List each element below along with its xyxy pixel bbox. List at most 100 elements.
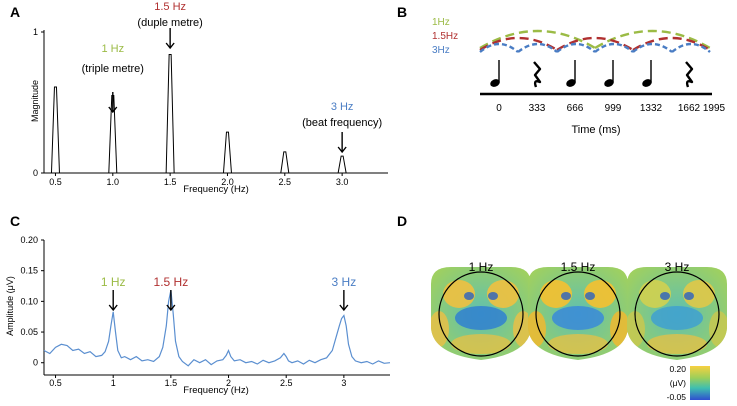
panel-c-annot-arrow <box>166 290 176 312</box>
panel-label-b: B <box>397 4 407 20</box>
topomap-coldspot <box>561 292 571 300</box>
arc-3hz <box>556 42 596 53</box>
panel-c-x-tick-label: 1.5 <box>165 378 178 388</box>
panel-a-annot-freq: 3 Hz <box>331 101 354 113</box>
panel-c-y-tick-label: 0.15 <box>20 266 38 276</box>
panel-d-topomaps: 1 Hz 1.5 Hz 3 Hz 0.20 (μV) -0.05 <box>431 260 727 402</box>
time-tick-label: 333 <box>529 103 546 114</box>
topomap-hotspot <box>540 280 572 308</box>
panel-c-xlabel: Frequency (Hz) <box>183 385 248 396</box>
panel-c-annot-label: 1.5 Hz <box>154 275 189 289</box>
topomap-coldspot <box>455 306 507 330</box>
topomap-fill <box>431 267 531 360</box>
topomap-coldspot <box>585 292 595 300</box>
arc-1-5hz <box>556 36 634 52</box>
panel-c-annot-label: 3 Hz <box>332 275 357 289</box>
panel-c-y-tick-label: 0.05 <box>20 327 38 337</box>
panel-b-legend-item: 1Hz <box>432 17 450 28</box>
panel-a-peak <box>280 151 290 174</box>
colorbar-max: 0.20 <box>669 364 686 374</box>
panel-a-ylabel: Magnitude <box>30 80 40 122</box>
colorbar <box>690 366 710 400</box>
panel-c-y-tick-label: 0.10 <box>20 296 38 306</box>
arc-1-5hz <box>479 36 558 52</box>
panel-a-annot-arrow <box>337 132 347 154</box>
quarter-note-icon <box>604 60 614 87</box>
panel-a-x-tick-label: 1.0 <box>107 177 120 187</box>
panel-c-x-tick-label: 0.5 <box>49 378 62 388</box>
panel-c-annot-arrow <box>108 290 118 312</box>
panel-a-annot-arrow <box>108 92 118 114</box>
topomap-title: 1.5 Hz <box>561 260 596 274</box>
time-tick-label: 1332 <box>640 103 663 114</box>
topomap-hotspot <box>683 280 715 308</box>
arc-3hz <box>632 42 673 53</box>
quarter-note-icon <box>490 60 500 87</box>
amplitude-series-line <box>43 290 391 367</box>
head-outline <box>634 271 720 357</box>
panel-a-annot-desc: (beat frequency) <box>302 117 382 129</box>
panel-a-peak <box>165 54 175 174</box>
panel-a-annot-freq: 1 Hz <box>101 43 124 55</box>
panel-c-annot-label: 1 Hz <box>101 275 126 289</box>
panel-c-y-tick-label: 0 <box>33 358 38 368</box>
topomap: 1.5 Hz <box>528 260 628 360</box>
panel-c-y-tick-label: 0.20 <box>20 235 38 245</box>
arc-3hz <box>479 42 519 53</box>
topomap-hotspot <box>647 334 707 354</box>
panel-c-annot-arrow-head <box>339 304 349 312</box>
panel-c-x-tick-label: 2 <box>226 378 231 388</box>
topomap-hotspot <box>709 311 727 347</box>
panel-a-chart: Magnitude Frequency (Hz) 0.5 1.0 1.5 2.0 2.5… <box>30 1 388 195</box>
topomap-hotspot <box>487 280 519 308</box>
topomap-coldspot <box>464 292 474 300</box>
panel-c-annot-arrow-head <box>166 304 176 312</box>
panel-b-legend-item: 3Hz <box>432 45 450 56</box>
note-head <box>566 79 576 87</box>
topomap-title: 1 Hz <box>469 260 494 274</box>
topomap-coldspot <box>660 292 670 300</box>
topomap-hotspot <box>451 334 511 354</box>
topomap-hotspot <box>584 280 616 308</box>
topomap: 3 Hz <box>627 260 727 360</box>
topomap-coldspot <box>552 306 604 330</box>
panel-a-x-tick-label: 3.0 <box>336 177 349 187</box>
quarter-note-icon <box>566 60 576 87</box>
topomap-fill <box>627 267 727 360</box>
topomap-hotspot <box>627 311 645 347</box>
panel-c-annot-arrow <box>339 290 349 312</box>
time-tick-label: 1995 <box>703 103 726 114</box>
panel-b-rhythm: 1Hz 1.5Hz 3Hz 0 333 666 999 1332 1662 1995 Time … <box>432 17 726 136</box>
arc-3hz <box>594 42 634 53</box>
arc-3hz <box>671 42 711 53</box>
quarter-rest-icon <box>533 61 542 88</box>
time-axis-label: Time (ms) <box>571 124 620 136</box>
panel-a-annot-desc: (triple metre) <box>82 63 144 75</box>
panel-a-x-tick-label: 2.5 <box>279 177 292 187</box>
panel-a-annot-arrow <box>165 28 175 50</box>
head-outline <box>438 271 524 357</box>
panel-c-x-tick-label: 2.5 <box>280 378 293 388</box>
panel-label-a: A <box>10 4 20 20</box>
panel-a-annot-arrow-head <box>108 106 118 114</box>
panel-a-annot-arrow-head <box>165 42 175 50</box>
panel-a-peak <box>337 155 347 174</box>
time-tick-label: 666 <box>567 103 584 114</box>
topomap-hotspot <box>639 280 671 308</box>
topomap-coldspot <box>488 292 498 300</box>
panel-a-y-tick-label: 0 <box>33 168 38 178</box>
topomap-title: 3 Hz <box>665 260 690 274</box>
topomap-coldspot <box>651 306 703 330</box>
panel-a-annot-desc: (duple metre) <box>137 17 202 29</box>
arc-1hz <box>479 29 596 50</box>
topomap-hotspot <box>431 311 449 347</box>
panel-a-x-tick-label: 0.5 <box>49 177 62 187</box>
arc-3hz <box>517 42 558 53</box>
note-head <box>642 79 652 87</box>
note-head <box>490 79 500 87</box>
arc-1hz <box>594 29 711 50</box>
panel-c-x-tick-label: 1 <box>111 378 116 388</box>
panel-a-xlabel: Frequency (Hz) <box>183 184 248 195</box>
topomap-hotspot <box>528 311 546 347</box>
